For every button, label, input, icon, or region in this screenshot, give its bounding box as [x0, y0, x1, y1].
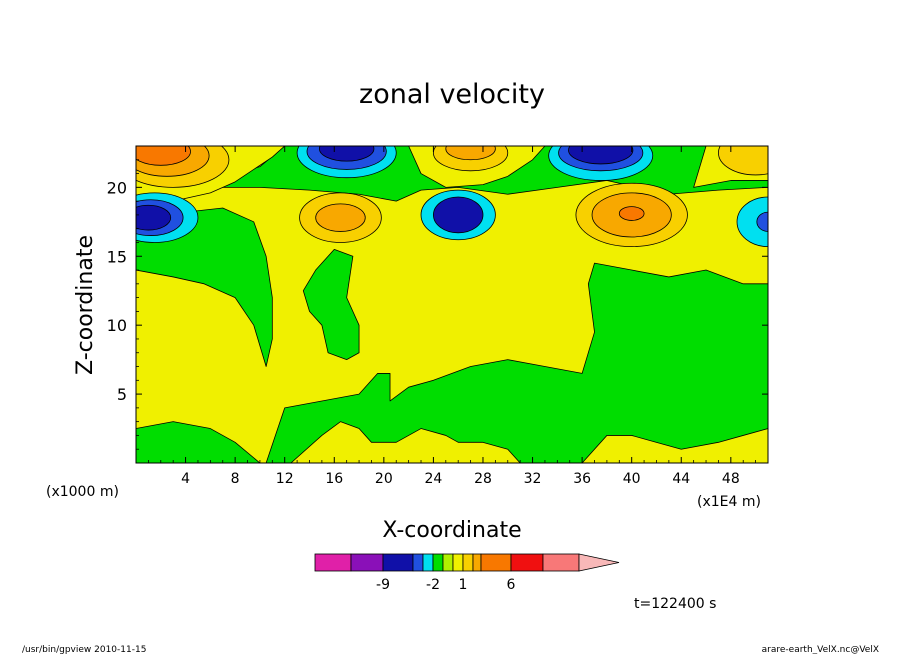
x-tick-label: 16 [325, 471, 343, 487]
colorbar-tick-label: 6 [507, 577, 516, 593]
colorbar-segment [412, 553, 424, 572]
contour-region-green-low-left [136, 421, 261, 463]
colorbar-arrow [578, 553, 620, 572]
x-tick-label: 32 [524, 471, 542, 487]
contour-region-orange-mid-left-2 [315, 203, 366, 232]
y-tick-label: 20 [107, 178, 127, 197]
x-tick-label: 36 [573, 471, 591, 487]
y-tick-label: 10 [107, 316, 127, 335]
contour-region-green-center [265, 262, 768, 463]
y-tick-label: 5 [117, 385, 127, 404]
colorbar-segment [510, 553, 544, 572]
x-tick-label: 44 [672, 471, 690, 487]
time-label: t=122400 s [634, 596, 716, 612]
contour-region-blue-left-edge-3 [136, 204, 172, 231]
x-tick-label: 28 [474, 471, 492, 487]
colorbar-segment [442, 553, 454, 572]
contour-field [136, 146, 768, 463]
colorbar-segment [382, 553, 414, 572]
chart-title: zonal velocity [359, 79, 545, 110]
colorbar-segment [422, 553, 434, 572]
y-axis-label: Z-coordinate [73, 235, 98, 375]
colorbar: -9 -2 1 6 [314, 553, 620, 593]
x-tick-label: 12 [276, 471, 294, 487]
colorbar-segment [542, 553, 580, 572]
x-tick-label: 8 [231, 471, 240, 487]
x-unit-left: (x1000 m) [46, 484, 119, 500]
x-axis-label: X-coordinate [382, 518, 521, 543]
colorbar-segment [314, 553, 352, 572]
x-tick-label: 48 [722, 471, 740, 487]
footer-right: arare-earth_VelX.nc@VelX [762, 645, 879, 654]
contour-region-blue-mid-2 [433, 196, 484, 234]
contour-region-orange-top-mid-2 [445, 146, 496, 161]
colorbar-segment [472, 553, 482, 572]
colorbar-segment [432, 553, 444, 572]
contour-region-orange-top-right [718, 146, 768, 176]
x-tick-label: 4 [181, 471, 190, 487]
y-tick-label: 15 [107, 247, 127, 266]
contour-region-blue-top-right-3 [568, 146, 634, 165]
x-tick-label: 24 [424, 471, 442, 487]
colorbar-tick-label: -9 [376, 577, 390, 593]
x-tick-label: 40 [623, 471, 641, 487]
colorbar-segment [480, 553, 512, 572]
colorbar-segment [452, 553, 464, 572]
x-tick-label: 20 [375, 471, 393, 487]
contour-region-orange-mid-right-3 [618, 206, 645, 221]
x-unit-right: (x1E4 m) [697, 494, 761, 510]
colorbar-segment [350, 553, 384, 572]
contour-region-blue-top-left-3 [319, 146, 375, 162]
x-axis-ticks: 4 8 12 16 20 24 28 32 36 40 44 48 [147, 146, 757, 487]
contour-region-orange-top-left-3 [136, 146, 191, 166]
plot-frame [135, 145, 769, 464]
colorbar-tick-label: -2 [426, 577, 440, 593]
colorbar-tick-label: 1 [459, 577, 468, 593]
colorbar-segment [462, 553, 474, 572]
y-axis-ticks: 5 10 15 20 [107, 159, 768, 450]
footer-left: /usr/bin/gpview 2010-11-15 [22, 645, 146, 654]
contour-region-green-finger [302, 248, 360, 361]
